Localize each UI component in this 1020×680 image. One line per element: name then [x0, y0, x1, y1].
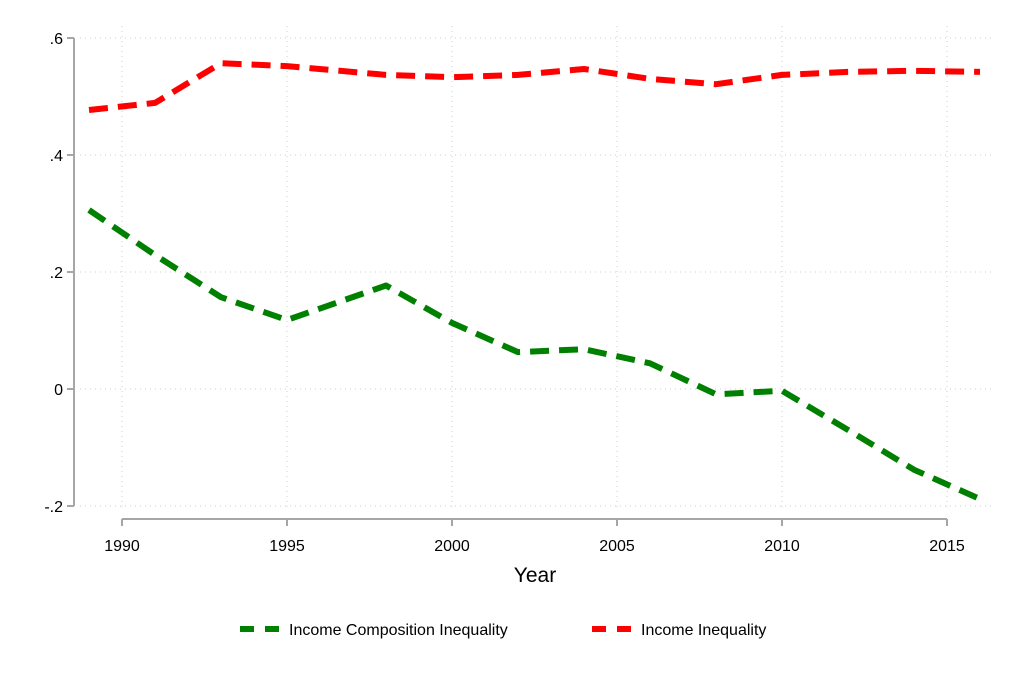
gridlines — [80, 26, 992, 510]
series-line-income-composition-inequality — [87, 207, 982, 502]
y-tick-label: 0 — [54, 382, 63, 399]
legend-label: Income Inequality — [641, 622, 766, 639]
y-tick-label: .2 — [50, 265, 63, 282]
y-tick-label: .4 — [50, 148, 63, 165]
y-tick-label: .6 — [50, 31, 63, 48]
x-tick-label: 1995 — [269, 538, 305, 555]
x-axis-title: Year — [514, 564, 556, 587]
x-tick-label: 2010 — [764, 538, 800, 555]
series-line-income-inequality — [88, 60, 981, 113]
legend-item: Income Composition Inequality — [240, 622, 508, 639]
legend-label: Income Composition Inequality — [289, 622, 508, 639]
x-tick-label: 2005 — [599, 538, 635, 555]
x-tick-label: 1990 — [104, 538, 140, 555]
y-tick-label: -.2 — [44, 499, 63, 516]
legend: Income Composition Inequality Income Ineq… — [240, 622, 766, 639]
x-tick-label: 2015 — [929, 538, 965, 555]
x-tick-label: 2000 — [434, 538, 470, 555]
axes: .6 .4 .2 0 -.2 1990 1995 2000 2005 2010 2015 — [44, 31, 965, 555]
legend-item: Income Inequality — [592, 622, 766, 639]
series-lines — [87, 60, 982, 502]
